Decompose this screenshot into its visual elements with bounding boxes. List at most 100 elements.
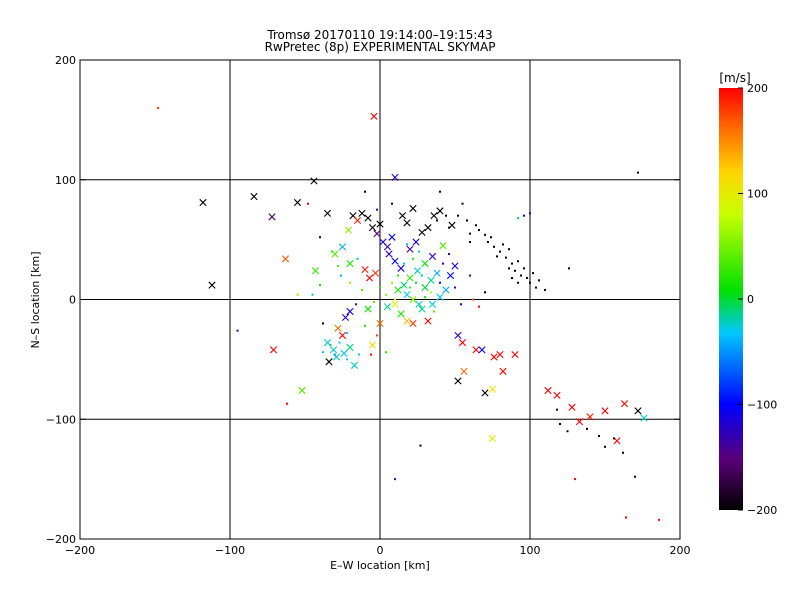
data-point-x-marker	[364, 214, 372, 222]
marker-stroke	[394, 286, 402, 294]
data-point-x-marker	[376, 319, 384, 328]
data-point-dot	[613, 437, 615, 440]
marker-stroke	[430, 212, 438, 220]
data-point-x-marker	[439, 242, 447, 250]
data-point-x-marker	[344, 226, 353, 234]
data-point-x-marker	[421, 283, 429, 292]
data-point-x-marker	[385, 250, 393, 258]
data-point-dot	[439, 281, 441, 284]
data-point-x-marker	[601, 407, 609, 415]
data-point-x-marker	[413, 267, 422, 275]
marker-stroke	[391, 257, 399, 265]
marker-stroke	[331, 250, 339, 258]
data-point-dot	[418, 250, 420, 253]
data-point-dot	[355, 303, 357, 306]
data-point-x-marker	[428, 300, 437, 308]
marker-stroke	[586, 413, 594, 421]
marker-stroke	[358, 209, 366, 217]
data-point-dot	[412, 257, 414, 260]
marker-stroke	[346, 259, 354, 268]
data-point-x-marker	[383, 303, 392, 311]
data-point-x-marker	[268, 213, 276, 221]
data-point-x-marker	[454, 377, 462, 385]
data-point-dot	[508, 267, 510, 270]
data-point-dot	[403, 262, 405, 265]
data-point-x-marker	[353, 216, 362, 225]
data-point-x-marker	[478, 346, 486, 354]
marker-stroke	[613, 437, 621, 445]
marker-stroke	[511, 350, 519, 359]
marker-stroke	[370, 112, 378, 120]
data-point-x-marker	[364, 305, 372, 313]
y-tick-label: 200	[55, 54, 76, 67]
data-point-x-marker	[427, 276, 435, 284]
data-point-dot	[340, 274, 342, 277]
marker-stroke	[364, 214, 372, 222]
data-point-dot	[622, 451, 624, 454]
data-point-dot	[526, 276, 528, 279]
data-point-x-marker	[398, 212, 407, 220]
marker-stroke	[421, 259, 429, 268]
marker-stroke	[364, 305, 372, 313]
x-tick-label: −100	[215, 544, 245, 557]
marker-stroke	[281, 255, 290, 263]
data-point-dot	[356, 257, 359, 260]
marker-stroke	[398, 212, 407, 220]
data-point-dot	[157, 106, 159, 109]
data-point-dot	[391, 202, 393, 205]
data-point-x-marker	[488, 385, 497, 393]
data-point-x-marker	[346, 259, 354, 268]
data-point-dot	[457, 214, 459, 217]
marker-stroke	[353, 216, 362, 225]
data-point-dot	[448, 226, 450, 229]
marker-stroke	[458, 339, 467, 347]
data-point-x-marker	[338, 331, 347, 340]
marker-stroke	[488, 385, 497, 393]
marker-stroke	[496, 350, 504, 359]
data-point-dot	[538, 279, 540, 282]
data-point-x-marker	[400, 281, 408, 289]
data-point-dot	[658, 518, 660, 521]
marker-stroke	[409, 295, 417, 304]
data-point-dot	[511, 262, 513, 265]
colorbar-tick-label: 100	[747, 188, 768, 201]
data-point-dot	[376, 334, 378, 337]
colorbar-tick-label: 0	[747, 293, 754, 306]
data-point-dot	[385, 351, 387, 354]
data-point-x-marker	[391, 257, 399, 265]
data-point-dot	[469, 274, 471, 277]
data-point-dot	[319, 284, 321, 287]
data-point-x-marker	[269, 346, 278, 354]
marker-stroke	[454, 377, 462, 385]
marker-stroke	[388, 233, 396, 241]
data-point-x-marker	[350, 361, 359, 369]
data-point-x-marker	[553, 391, 561, 399]
marker-stroke	[488, 434, 497, 442]
marker-stroke	[433, 269, 441, 277]
data-point-dot	[364, 190, 366, 193]
data-point-x-marker	[436, 207, 444, 215]
data-point-dot	[505, 256, 507, 259]
marker-stroke	[346, 343, 354, 351]
data-point-x-marker	[640, 414, 648, 422]
data-point-x-marker	[311, 267, 320, 275]
data-point-x-marker	[409, 319, 417, 328]
data-point-x-marker	[488, 434, 497, 442]
marker-stroke	[446, 271, 455, 280]
data-point-dot	[329, 344, 332, 347]
data-point-x-marker	[418, 305, 426, 313]
data-point-x-marker	[358, 209, 366, 217]
marker-stroke	[391, 300, 399, 308]
marker-stroke	[379, 238, 387, 246]
data-point-dot	[529, 212, 531, 215]
marker-stroke	[199, 198, 207, 207]
data-point-dot	[346, 332, 348, 335]
data-point-x-marker	[397, 264, 405, 272]
data-point-dot	[493, 245, 495, 248]
y-tick-label: −100	[46, 413, 76, 426]
data-point-dot	[337, 264, 339, 267]
marker-stroke	[454, 331, 462, 340]
data-point-x-marker	[346, 307, 354, 316]
marker-stroke	[460, 367, 468, 375]
data-point-x-marker	[620, 400, 629, 408]
